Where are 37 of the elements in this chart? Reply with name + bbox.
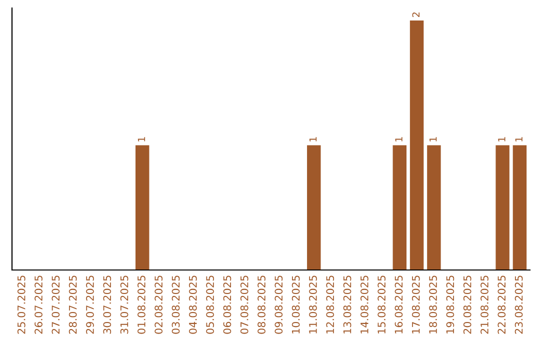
data-label: 2 xyxy=(412,12,420,17)
data-label: 1 xyxy=(430,137,437,142)
x-tick-label: 02.08.2025 xyxy=(154,276,163,334)
x-tick-label: 17.08.2025 xyxy=(412,276,420,334)
x-tick-label: 14.08.2025 xyxy=(360,276,368,334)
x-tick-label: 19.08.2025 xyxy=(446,276,454,334)
x-tick-label: 15.08.2025 xyxy=(378,276,386,334)
x-tick-label: 04.08.2025 xyxy=(188,276,197,334)
x-tick-label: 10.08.2025 xyxy=(292,276,300,334)
x-tick-label: 18.08.2025 xyxy=(429,276,437,334)
x-tick-label: 22.08.2025 xyxy=(498,276,506,334)
x-tick-label: 08.08.2025 xyxy=(258,276,266,334)
data-label: 1 xyxy=(498,137,506,142)
x-tick-label: 20.08.2025 xyxy=(463,276,472,334)
x-tick-label: 06.08.2025 xyxy=(223,276,232,334)
x-tick-label: 05.08.2025 xyxy=(206,276,214,334)
data-label: 1 xyxy=(395,137,402,142)
x-tick-label: 01.08.2025 xyxy=(138,276,146,334)
x-tick-label: 27.07.2025 xyxy=(52,276,60,334)
x-tick-label: 31.07.2025 xyxy=(120,276,128,334)
data-label: 1 xyxy=(515,137,522,142)
x-tick-label: 09.08.2025 xyxy=(274,276,283,334)
x-tick-label: 16.08.2025 xyxy=(394,276,403,334)
x-tick-label: 28.07.2025 xyxy=(68,276,77,334)
x-tick-label: 25.07.2025 xyxy=(17,276,26,334)
x-tick-label: 29.07.2025 xyxy=(86,276,94,334)
x-tick-label: 30.07.2025 xyxy=(103,276,112,334)
x-tick-label: 23.08.2025 xyxy=(514,276,523,334)
x-tick-label: 03.08.2025 xyxy=(172,276,180,334)
x-tick-label: 12.08.2025 xyxy=(326,276,334,334)
x-tick-label: 07.08.2025 xyxy=(240,276,248,334)
x-tick-label: 13.08.2025 xyxy=(343,276,352,334)
x-tick-label: 11.08.2025 xyxy=(309,276,317,334)
data-label: 1 xyxy=(138,137,146,142)
x-tick-label: 21.08.2025 xyxy=(480,276,488,334)
x-tick-label: 26.07.2025 xyxy=(34,276,42,334)
data-label: 1 xyxy=(309,137,317,142)
